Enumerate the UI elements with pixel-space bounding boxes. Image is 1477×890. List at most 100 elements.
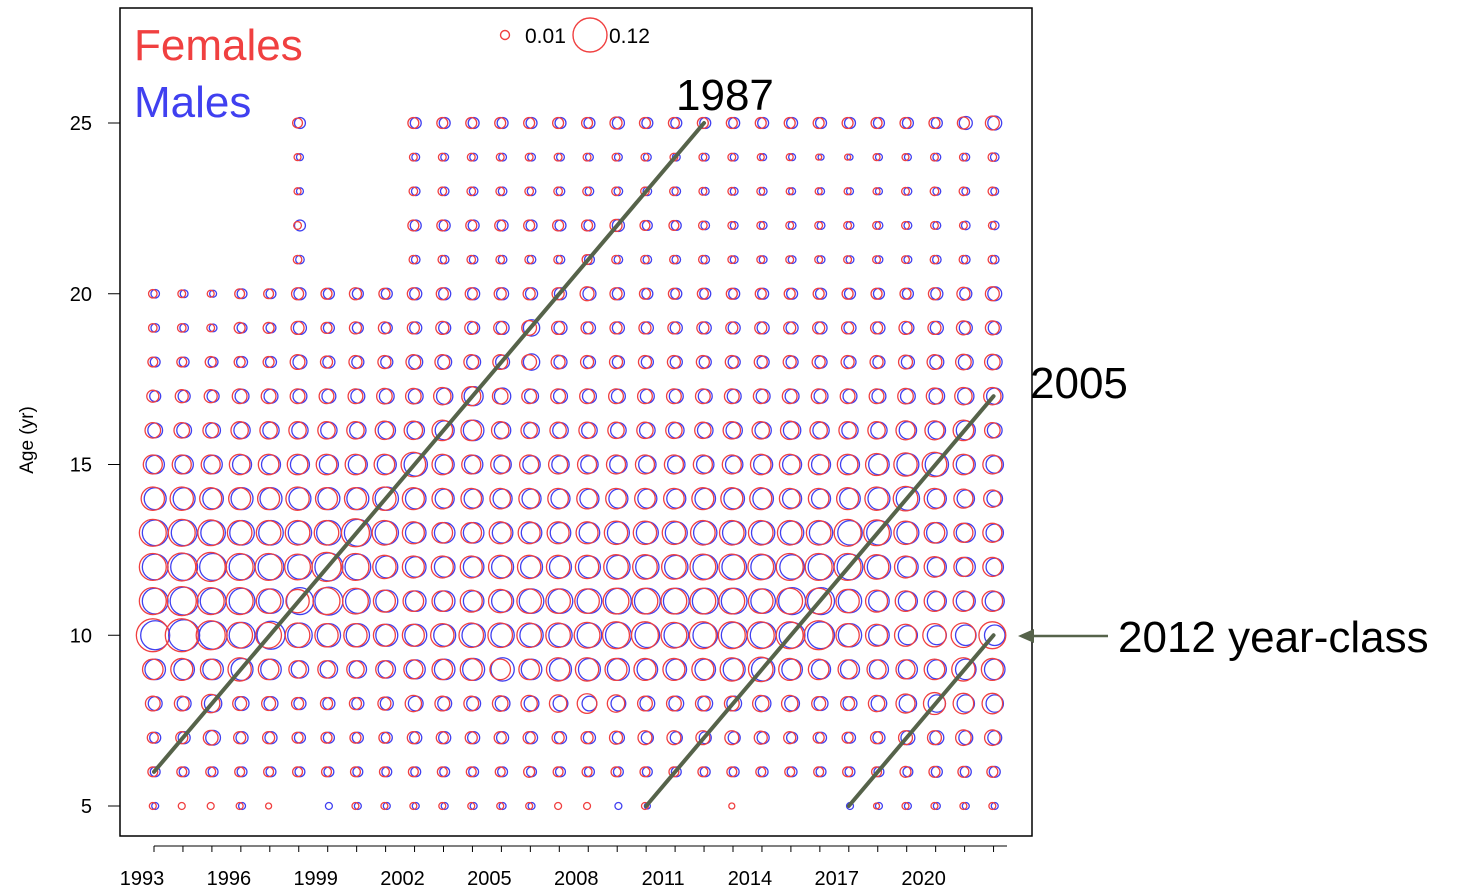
- bubble-female: [727, 152, 737, 162]
- bubble-female: [344, 453, 367, 476]
- bubble-female: [517, 521, 541, 545]
- bubble-female: [836, 453, 859, 476]
- bubble-female: [980, 657, 1004, 682]
- bubble-female: [495, 152, 505, 162]
- bubble-female: [581, 766, 593, 778]
- bubble-female: [495, 254, 506, 265]
- bubble-female: [753, 730, 768, 745]
- bubble-male: [380, 731, 393, 744]
- bubble-male: [759, 153, 768, 162]
- bubble-female: [520, 421, 538, 440]
- bubble-female: [753, 354, 768, 370]
- bubble-female: [839, 388, 856, 405]
- bubble-male: [554, 219, 567, 232]
- bubble-male: [692, 520, 718, 546]
- bubble-female: [291, 117, 304, 129]
- bubble-female: [809, 421, 828, 440]
- bubble-female: [490, 454, 511, 475]
- bubble-female: [574, 657, 600, 682]
- bubble-male: [700, 152, 710, 162]
- bubble-male: [692, 554, 719, 580]
- bubble-male: [787, 220, 797, 230]
- bubble-male: [231, 454, 253, 475]
- bubble-male: [433, 623, 457, 647]
- bubble-female: [576, 454, 598, 475]
- bubble-female: [725, 321, 739, 335]
- bubble-male: [497, 766, 509, 778]
- bubble-female: [640, 254, 650, 265]
- size-legend-small-circle: [499, 29, 511, 41]
- bubble-female: [489, 487, 512, 510]
- bubble-female: [897, 730, 914, 746]
- bubble-male: [144, 658, 167, 681]
- bubble-female: [639, 219, 651, 232]
- bubble-male: [721, 520, 747, 546]
- bubble-male: [295, 153, 305, 162]
- bubble-female: [667, 116, 681, 130]
- bubble-female: [257, 453, 280, 476]
- bubble-female: [603, 554, 629, 580]
- bubble-female: [464, 287, 478, 301]
- bubble-female: [551, 116, 565, 130]
- bubble-male: [468, 766, 480, 778]
- bubble-female: [518, 487, 541, 510]
- bubble-female: [869, 731, 884, 745]
- bubble-female: [775, 621, 804, 650]
- bubble-male: [287, 622, 313, 649]
- y-tick-label: 10: [70, 625, 92, 647]
- bubble-male: [750, 588, 777, 615]
- bubble-female: [958, 254, 969, 265]
- bubble-male: [837, 588, 863, 614]
- bubble-female: [348, 354, 363, 370]
- bubble-female: [776, 587, 804, 615]
- bubble-female: [724, 354, 739, 370]
- bubble-male: [955, 590, 976, 612]
- bubble-female: [491, 387, 509, 405]
- bubble-male: [496, 116, 509, 130]
- bubble-female: [438, 801, 447, 811]
- bubble-male: [235, 355, 249, 369]
- bubble-female: [200, 693, 221, 714]
- bubble-female: [895, 659, 916, 680]
- bubble-female: [406, 321, 421, 335]
- bubble-female: [546, 521, 570, 545]
- bubble-female: [293, 187, 302, 196]
- bubble-female: [494, 116, 507, 130]
- bubble-female: [867, 421, 886, 440]
- bubble-female: [638, 116, 652, 130]
- bubble-male: [956, 694, 976, 713]
- bubble-male: [720, 587, 748, 615]
- bubble-female: [317, 660, 336, 679]
- bubble-female: [959, 801, 968, 811]
- bubble-female: [578, 421, 596, 440]
- bubble-female: [958, 186, 969, 197]
- bubble-male: [750, 520, 776, 546]
- bubble-female: [346, 660, 365, 679]
- bubble-female: [983, 421, 1001, 439]
- bubble-female: [522, 287, 536, 301]
- bubble-female: [235, 801, 244, 811]
- bubble-female: [522, 731, 536, 745]
- bubble-male: [985, 694, 1005, 713]
- bubble-female: [669, 254, 679, 265]
- bubble-male: [787, 187, 797, 196]
- bubble-male: [258, 519, 284, 546]
- bubble-male: [806, 621, 836, 650]
- bubble-female: [377, 321, 392, 335]
- bubble-male: [433, 521, 456, 544]
- bubble-female: [811, 354, 826, 370]
- bubble-female: [864, 589, 889, 613]
- bubble-female: [348, 696, 363, 711]
- bubble-female: [987, 254, 998, 265]
- bubble-male: [641, 287, 654, 300]
- bubble-female: [928, 116, 941, 130]
- bubble-female: [601, 621, 631, 650]
- bubble-male: [641, 219, 653, 232]
- bubble-male: [843, 116, 857, 130]
- bubble-female: [264, 802, 273, 810]
- bubble-female: [349, 731, 362, 744]
- bubble-female: [372, 554, 397, 580]
- bubble-female: [525, 801, 534, 811]
- bubble-male: [874, 220, 884, 230]
- bubble-male: [699, 287, 712, 300]
